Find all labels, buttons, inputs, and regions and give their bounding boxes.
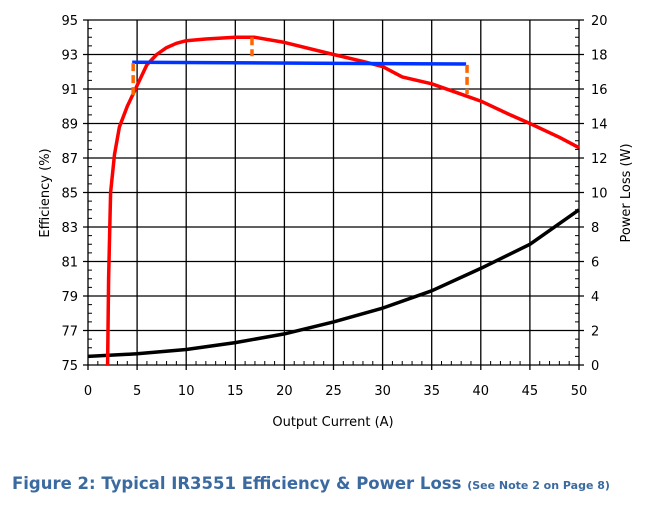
- x-axis-label: Output Current (A): [272, 415, 393, 430]
- y-tick-label: 77: [61, 325, 78, 340]
- y-tick-label: 83: [61, 221, 78, 236]
- y-tick-label: 95: [61, 14, 78, 29]
- x-tick-label: 45: [522, 384, 539, 399]
- caption-note: (See Note 2 on Page 8): [467, 479, 610, 492]
- x-tick-label: 15: [227, 384, 244, 399]
- efficiency-power-loss-chart: 0 5 10 15 20 25 30 35 40 45 50 7577798183858789919…: [38, 14, 634, 430]
- x-tick-label: 10: [178, 384, 195, 399]
- y2-tick-label: 0: [591, 359, 599, 374]
- y-tick-labels: 75 77 79 81 83 85 87 89 91 93 95: [61, 14, 78, 374]
- x-tick-label: 5: [133, 384, 141, 399]
- y2-tick-label: 2: [591, 325, 599, 340]
- power-loss-line: [87, 208, 581, 359]
- y2-tick-label: 20: [591, 14, 608, 29]
- y-tick-label: 93: [61, 49, 78, 64]
- y2-tick-label: 10: [591, 187, 608, 202]
- caption-main: Figure 2: Typical IR3551 Efficiency & Po…: [12, 474, 462, 493]
- y2-tick-label: 16: [591, 83, 608, 98]
- y-tick-label: 85: [61, 187, 78, 202]
- y2-tick-label: 4: [591, 290, 599, 305]
- minor-ticks: [88, 28, 579, 365]
- grid: [83, 19, 584, 370]
- y2-tick-label: 6: [591, 256, 599, 271]
- y-tick-label: 75: [61, 359, 78, 374]
- y-tick-label: 87: [61, 152, 78, 167]
- x-tick-label: 25: [325, 384, 342, 399]
- x-tick-label: 0: [84, 384, 92, 399]
- y-tick-label: 89: [61, 118, 78, 133]
- y2-tick-label: 14: [591, 118, 608, 133]
- x-tick-label: 35: [423, 384, 440, 399]
- x-tick-label: 20: [276, 384, 293, 399]
- y2-tick-labels: 0 2 4 6 8 10 12 14 16 18 20: [591, 14, 608, 374]
- y-axis-label: Efficiency (%): [38, 148, 53, 237]
- y-tick-label: 79: [61, 290, 78, 305]
- x-tick-label: 50: [571, 384, 588, 399]
- efficiency-line: [105, 35, 580, 366]
- reference-line: [132, 60, 467, 66]
- y2-axis-label: Power Loss (W): [619, 143, 634, 242]
- y2-tick-label: 18: [591, 49, 608, 64]
- y-tick-label: 91: [61, 83, 78, 98]
- x-tick-labels: 0 5 10 15 20 25 30 35 40 45 50: [84, 384, 587, 399]
- series-lines: [87, 35, 581, 366]
- x-tick-label: 30: [374, 384, 391, 399]
- y2-tick-label: 12: [591, 152, 608, 167]
- y-tick-label: 81: [61, 256, 78, 271]
- figure-caption: Figure 2: Typical IR3551 Efficiency & Po…: [12, 474, 610, 493]
- y2-tick-label: 8: [591, 221, 599, 236]
- x-tick-label: 40: [473, 384, 490, 399]
